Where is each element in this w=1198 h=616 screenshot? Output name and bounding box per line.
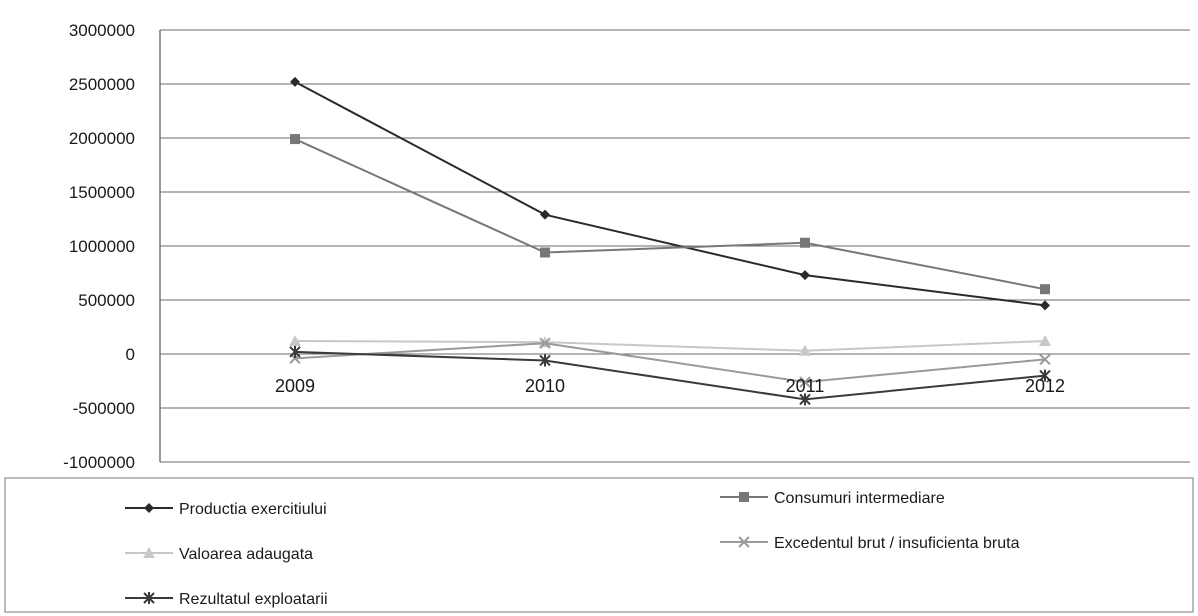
data-point: [799, 344, 811, 356]
y-tick-label: 1000000: [69, 237, 135, 256]
data-point: [290, 76, 300, 87]
legend-item: Rezultatul exploatarii: [125, 591, 328, 608]
data-point: [738, 536, 750, 548]
data-point: [800, 270, 810, 281]
y-tick-label: -500000: [73, 399, 135, 418]
y-tick-labels: 3000000 2500000 2000000 1500000 1000000 50000…: [63, 21, 135, 472]
data-point: [289, 345, 301, 358]
series-2: [290, 134, 1050, 295]
data-point: [1039, 369, 1051, 382]
data-point: [143, 592, 155, 604]
data-point: [800, 237, 810, 248]
data-point: [1039, 353, 1051, 366]
data-point: [539, 337, 551, 349]
y-tick-label: 2500000: [69, 75, 135, 94]
legend-label: Valoarea adaugata: [179, 546, 313, 563]
x-tick-label: 2012: [1025, 376, 1065, 396]
series-1: [290, 76, 1050, 311]
data-point: [289, 335, 301, 347]
data-point: [1040, 284, 1050, 295]
data-point: [799, 376, 811, 388]
legend-item: Consumuri intermediare: [720, 490, 945, 507]
data-point: [144, 503, 154, 513]
x-tick-label: 2009: [275, 376, 315, 396]
legend-item: Valoarea adaugata: [125, 546, 313, 563]
legend: Productia exercitiului Consumuri intermed…: [125, 490, 1020, 608]
series-5: [289, 345, 1051, 406]
data-point: [799, 393, 811, 406]
data-point: [1040, 300, 1050, 311]
x-tick-label: 2010: [525, 376, 565, 396]
legend-item: Productia exercitiului: [125, 501, 327, 518]
y-tick-label: 3000000: [69, 21, 135, 40]
series-line: [294, 342, 1046, 384]
series-line: [294, 340, 1046, 352]
data-point: [539, 354, 551, 367]
y-tick-label: -1000000: [63, 453, 135, 472]
series-line: [294, 80, 1046, 307]
legend-box: [4, 477, 1194, 613]
legend-label: Excedentul brut / insuficienta bruta: [774, 535, 1020, 552]
legend-item: Excedentul brut / insuficienta bruta: [720, 535, 1020, 552]
y-tick-label: 0: [126, 345, 135, 364]
data-point: [540, 247, 550, 258]
x-tick-label: 2011: [786, 376, 825, 396]
data-point: [143, 547, 155, 558]
series-line: [294, 350, 1046, 401]
grid-lines: [160, 29, 1190, 463]
legend-label: Rezultatul exploatarii: [179, 591, 328, 608]
series-line: [294, 138, 1046, 291]
data-point: [1039, 335, 1051, 347]
series-lines: [289, 76, 1051, 406]
x-tick-labels: 2009 2010 2011 2012: [275, 376, 1065, 396]
data-point: [540, 209, 550, 220]
data-point: [739, 492, 749, 502]
legend-label: Consumuri intermediare: [774, 490, 945, 507]
y-tick-label: 1500000: [69, 183, 135, 202]
y-tick-label: 2000000: [69, 129, 135, 148]
legend-label: Productia exercitiului: [179, 501, 327, 518]
y-tick-label: 500000: [78, 291, 135, 310]
series-4: [289, 337, 1051, 388]
data-point: [290, 134, 300, 145]
